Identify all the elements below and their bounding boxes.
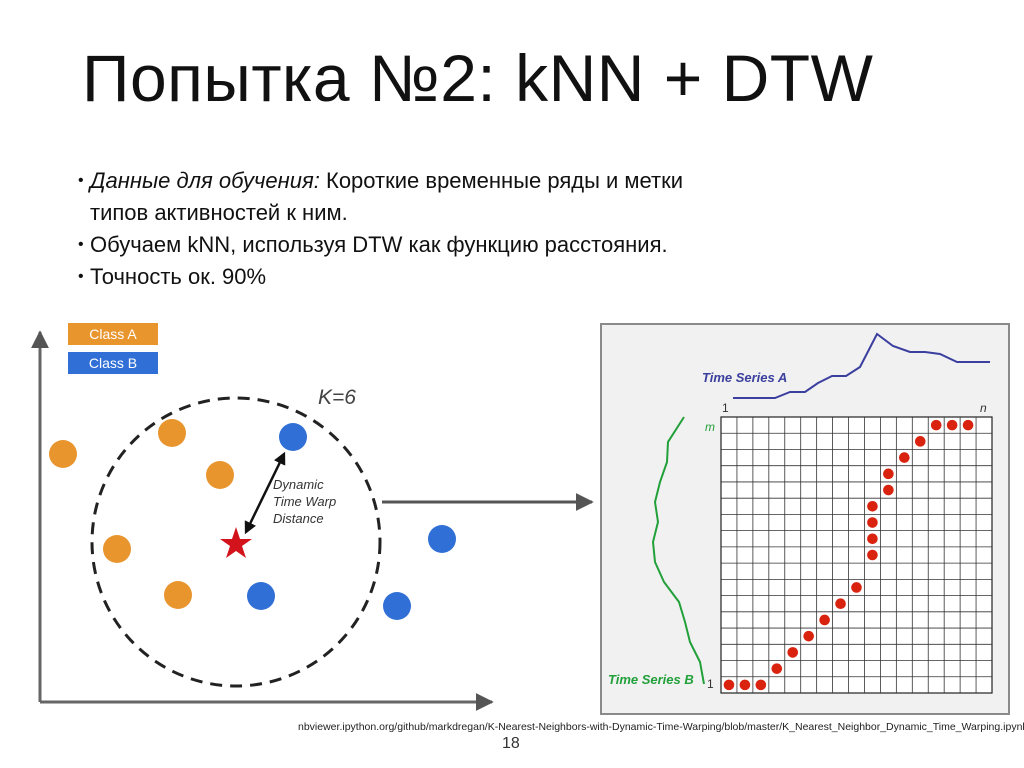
class-a-points bbox=[49, 419, 234, 609]
class-b-point bbox=[247, 582, 275, 610]
knn-axes bbox=[31, 330, 494, 711]
warping-path-point bbox=[899, 452, 910, 463]
warping-path-point bbox=[962, 419, 974, 431]
class-b-point bbox=[383, 592, 411, 620]
bullet-item-accuracy: • Точность ок. 90% bbox=[78, 261, 938, 293]
warping-path-point bbox=[883, 484, 894, 496]
legend-swatch-class-b bbox=[68, 352, 158, 374]
axis-start-left: 1 bbox=[707, 677, 714, 691]
time-series-a-label: Time Series A bbox=[702, 370, 787, 385]
slide-title: Попытка №2: kNN + DTW bbox=[82, 41, 874, 115]
warping-path-point bbox=[867, 549, 878, 561]
bullet-label: Данные для обучения: bbox=[90, 168, 320, 193]
warping-path-point bbox=[787, 647, 799, 658]
warping-path-point bbox=[755, 679, 767, 691]
class-a-point bbox=[158, 419, 186, 447]
legend-label-class-a: Class A bbox=[89, 326, 137, 342]
k-neighborhood-circle bbox=[90, 396, 382, 688]
distance-label-line3: Distance bbox=[273, 511, 324, 526]
k-label: K=6 bbox=[318, 386, 356, 409]
warping-path-point bbox=[867, 533, 878, 545]
class-a-point bbox=[206, 461, 234, 489]
warping-path-point bbox=[914, 436, 926, 447]
dtw-warping-path bbox=[723, 419, 974, 691]
bullet-dot-icon: • bbox=[78, 172, 84, 189]
warping-path-point bbox=[819, 614, 830, 626]
bullet-text-continued: типов активностей к ним. bbox=[90, 200, 348, 225]
distance-label-line2: Time Warp bbox=[273, 494, 336, 509]
dtw-grid bbox=[721, 417, 992, 693]
legend-swatch-class-a bbox=[68, 323, 158, 345]
page-number: 18 bbox=[502, 735, 520, 752]
warping-path-point bbox=[946, 419, 958, 431]
knn-legend: Class A Class B bbox=[68, 323, 158, 374]
dtw-panel: Time Series A 1 n Time Series B 1 m bbox=[600, 323, 1010, 715]
warping-path-point bbox=[883, 468, 894, 480]
bullet-text: Точность ок. 90% bbox=[90, 264, 267, 289]
warping-path-point bbox=[867, 517, 878, 528]
axis-start-top: 1 bbox=[722, 401, 729, 415]
dtw-grid-frame bbox=[720, 416, 993, 694]
warping-path-point bbox=[930, 419, 942, 431]
bullet-dot-icon: • bbox=[78, 236, 84, 253]
bullet-dot-icon: • bbox=[78, 268, 84, 285]
axis-end-left: m bbox=[705, 420, 715, 434]
bullet-text: Короткие временные ряды и метки bbox=[326, 168, 684, 193]
distance-arrow bbox=[244, 451, 286, 535]
query-star-icon bbox=[220, 527, 252, 558]
distance-label: Dynamic Time Warp Distance bbox=[273, 477, 336, 526]
class-a-point bbox=[103, 535, 131, 563]
time-series-a-line bbox=[733, 332, 990, 399]
time-series-b-label: Time Series B bbox=[608, 672, 694, 687]
warping-path-point bbox=[867, 500, 878, 512]
warping-path-point bbox=[723, 679, 735, 691]
warping-path-point bbox=[803, 630, 814, 642]
distance-label-line1: Dynamic bbox=[273, 477, 324, 492]
legend-label-class-b: Class B bbox=[89, 355, 137, 371]
bullet-item-training-data: • Данные для обучения: Короткие временны… bbox=[78, 165, 938, 229]
bullet-text: Обучаем kNN, используя DTW как функцию р… bbox=[90, 232, 668, 257]
class-b-points bbox=[247, 423, 456, 620]
bullet-item-training: • Обучаем kNN, используя DTW как функцию… bbox=[78, 229, 938, 261]
knn-dtw-diagram: Class A Class B K=6 Dynamic Time Warp Di… bbox=[31, 323, 1010, 715]
class-b-point bbox=[279, 423, 307, 451]
class-b-point bbox=[428, 525, 456, 553]
warping-path-point bbox=[835, 598, 846, 610]
class-a-point bbox=[49, 440, 77, 468]
class-a-point bbox=[164, 581, 192, 609]
source-link[interactable]: nbviewer.ipython.org/github/markdregan/K… bbox=[298, 721, 1024, 733]
warping-path-point bbox=[739, 679, 751, 691]
warping-path-point bbox=[771, 663, 783, 674]
warping-path-point bbox=[851, 582, 862, 593]
axis-end-top: n bbox=[980, 401, 987, 415]
time-series-b-line bbox=[651, 416, 705, 685]
bullet-list: • Данные для обучения: Короткие временны… bbox=[78, 165, 938, 293]
